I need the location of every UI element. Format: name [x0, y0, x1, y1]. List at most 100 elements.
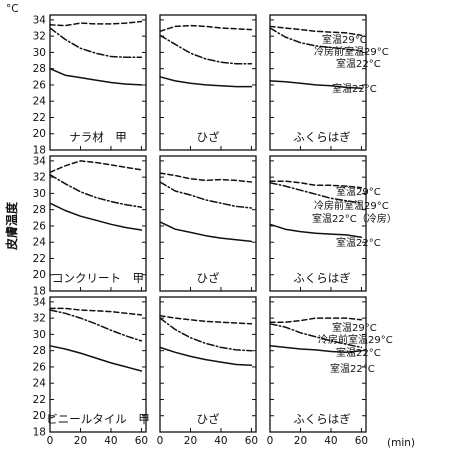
y-tick-label: 28 — [33, 345, 46, 357]
y-tick-label: 20 — [33, 269, 46, 281]
series-line-dashed — [269, 317, 363, 323]
series-line-dashdot — [159, 34, 253, 65]
panel-frame — [269, 155, 367, 292]
series-line-dashdot — [159, 181, 253, 209]
panel-frame — [269, 14, 367, 151]
series-line-dashdot — [159, 317, 253, 352]
y-tick-label: 32 — [33, 31, 46, 43]
series-annotation: 室温29°C — [332, 321, 377, 334]
panel: ナラ材 甲 — [49, 14, 147, 151]
x-tick-label: 20 — [74, 435, 87, 447]
y-tick-label: 20 — [33, 128, 46, 140]
y-tick-label: 32 — [33, 172, 46, 184]
series-annotation: 冷房前室温29°C — [314, 199, 389, 212]
panel-title: ひざ — [197, 412, 220, 426]
y-tick-label: 32 — [33, 313, 46, 325]
x-tick-label: 0 — [157, 435, 164, 447]
panel-title: ビニールタイル 甲 — [46, 412, 150, 426]
series-line-solid — [269, 80, 363, 89]
panel-frame — [49, 14, 147, 151]
panel-title: ナラ材 甲 — [69, 130, 127, 144]
x-tick-label: 20 — [184, 435, 197, 447]
series-line-dashed — [269, 180, 363, 189]
y-tick-label: 22 — [33, 394, 46, 406]
series-line-solid — [159, 346, 253, 367]
y-tick-label: 20 — [33, 410, 46, 422]
series-annotation: 室温22°C — [336, 346, 381, 359]
series-line-dashed — [159, 172, 253, 183]
series-annotation: 冷房前室温29°C — [318, 333, 393, 346]
panel-frame — [159, 155, 257, 292]
panel: コンクリート 甲 — [49, 155, 147, 292]
series-line-dashdot — [49, 173, 143, 208]
series-line-solid — [159, 221, 253, 243]
series-annotation: 室温22°C — [336, 57, 381, 70]
y-axis-unit: °C — [6, 3, 19, 15]
x-tick-label: 60 — [355, 435, 368, 447]
x-tick-label: 0 — [47, 435, 54, 447]
plot-area: 182022242628303234ナラ材 甲ひざ ふくらはぎ室温29°C冷房前室… — [33, 14, 397, 447]
panel-title: ふくらはぎ — [293, 271, 351, 285]
x-tick-label: 60 — [135, 435, 148, 447]
panel-frame — [269, 296, 367, 433]
panel: 0 20 40 60 ひざ — [157, 296, 258, 447]
series-annotation: 冷房前室温29°C — [314, 45, 389, 58]
series-line-solid — [49, 67, 143, 86]
series-line-solid — [49, 345, 143, 372]
y-axis-label: 皮膚温度 — [4, 201, 19, 251]
series-line-dashed — [49, 160, 143, 174]
y-tick-label: 18 — [33, 145, 46, 157]
y-tick-label: 30 — [33, 329, 46, 341]
series-annotation: 室温22°C — [336, 236, 381, 249]
x-axis-unit: (min) — [387, 437, 415, 449]
y-tick-label: 18 — [33, 286, 46, 298]
panel-title: ひざ — [197, 271, 220, 285]
series-line-dashed — [269, 25, 363, 37]
x-tick-label: 20 — [294, 435, 307, 447]
series-line-dashdot — [49, 27, 143, 59]
y-tick-label: 34 — [33, 155, 47, 167]
series-line-dashed — [49, 20, 143, 27]
series-line-dashdot — [269, 182, 363, 204]
series-line-solid — [269, 345, 363, 354]
panel-title: ふくらはぎ — [293, 130, 351, 144]
series-line-solid — [49, 202, 143, 231]
panel-frame — [159, 296, 257, 433]
series-line-dashdot — [49, 309, 143, 342]
series-annotation: 室温22°C — [332, 82, 377, 95]
x-tick-label: 60 — [245, 435, 258, 447]
y-tick-label: 26 — [33, 361, 47, 373]
series-line-dashed — [49, 307, 143, 316]
x-tick-label: 0 — [267, 435, 274, 447]
y-tick-label: 28 — [33, 63, 46, 75]
series-line-solid — [159, 76, 253, 88]
y-tick-label: 26 — [33, 220, 47, 232]
panel: ひざ — [159, 155, 257, 292]
x-tick-label: 40 — [104, 435, 117, 447]
series-annotation: 室温22°C — [330, 362, 375, 375]
x-tick-label: 40 — [324, 435, 337, 447]
series-line-dashed — [159, 24, 253, 33]
panel: 0 20 40 60 ビニールタイル 甲 — [46, 296, 150, 447]
panel-title: ひざ — [197, 130, 220, 144]
y-tick-label: 22 — [33, 253, 46, 265]
y-tick-label: 24 — [33, 96, 47, 108]
series-line-dashed — [159, 314, 253, 325]
panel-frame — [49, 155, 147, 292]
series-annotation: 室温29°C — [322, 33, 367, 46]
series-annotation: 室温22°C（冷房） — [312, 212, 397, 225]
panel-frame — [49, 296, 147, 433]
panel-frame — [159, 14, 257, 151]
y-tick-label: 30 — [33, 188, 46, 200]
y-tick-label: 24 — [33, 378, 47, 390]
series-annotation: 室温29°C — [336, 185, 381, 198]
series-line-dashdot — [269, 27, 363, 52]
y-tick-label: 26 — [33, 79, 47, 91]
y-tick-label: 22 — [33, 112, 46, 124]
panel-title: ふくらはぎ — [293, 412, 351, 426]
series-line-solid — [269, 223, 363, 239]
